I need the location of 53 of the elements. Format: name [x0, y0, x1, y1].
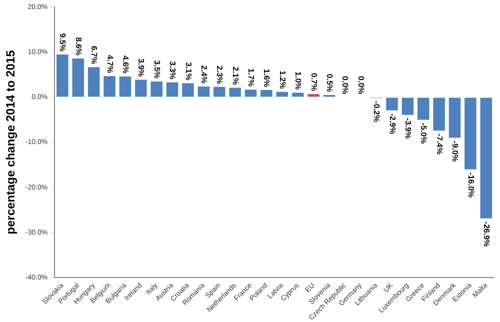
- data-label: -2.9%: [388, 113, 397, 134]
- data-label: 1.7%: [246, 68, 256, 87]
- bar: [198, 86, 210, 97]
- data-label: -3.9%: [403, 118, 412, 139]
- data-label: 0.5%: [325, 74, 334, 92]
- bar: [433, 98, 445, 131]
- data-label: 1.6%: [262, 68, 272, 88]
- bar: [119, 76, 132, 97]
- bar: [448, 98, 461, 138]
- bar: [229, 88, 241, 97]
- data-label: -9.0%: [450, 140, 460, 162]
- data-label: 0.0%: [340, 76, 350, 94]
- bar: [166, 82, 178, 97]
- bar: [276, 92, 288, 97]
- data-label: -0.2%: [372, 101, 382, 122]
- data-label: 3.3%: [168, 61, 178, 80]
- data-label: 1.2%: [278, 70, 287, 89]
- bar: [417, 98, 430, 120]
- data-label: 2.1%: [230, 66, 240, 85]
- bar: [88, 67, 100, 97]
- data-label: 8.6%: [74, 37, 83, 56]
- data-label: 2.4%: [199, 65, 208, 84]
- bar: [480, 98, 492, 218]
- bar: [213, 86, 226, 97]
- data-label: 3.5%: [152, 60, 162, 79]
- data-label: -7.4%: [434, 134, 444, 154]
- y-axis-title: percentage change 2014 to 2015: [4, 50, 18, 234]
- data-label: -16.0%: [466, 172, 476, 198]
- data-label: -5.0%: [419, 122, 428, 144]
- data-label: 3.1%: [184, 62, 193, 80]
- bar: [260, 90, 272, 97]
- data-label: 9.5%: [58, 33, 68, 52]
- data-label: 3.9%: [136, 58, 146, 77]
- data-label: 1.0%: [294, 72, 303, 90]
- bar: [402, 98, 414, 115]
- data-label: 4.6%: [120, 55, 130, 74]
- bar: [464, 98, 476, 170]
- bar: [386, 98, 398, 110]
- bar: [182, 83, 194, 97]
- bar: [104, 76, 116, 97]
- data-label: 6.7%: [90, 46, 99, 64]
- bar: [308, 94, 320, 97]
- bar: [244, 90, 257, 97]
- bar: [135, 80, 147, 97]
- data-label: -26.9%: [482, 221, 491, 247]
- bar: [72, 58, 84, 97]
- data-label: 0.0%: [356, 76, 366, 94]
- bar: [150, 82, 162, 97]
- data-label: 0.7%: [309, 72, 318, 92]
- data-label: 4.7%: [105, 54, 114, 74]
- bar: [56, 54, 68, 97]
- bar: [292, 92, 304, 97]
- data-label: 2.3%: [215, 66, 224, 84]
